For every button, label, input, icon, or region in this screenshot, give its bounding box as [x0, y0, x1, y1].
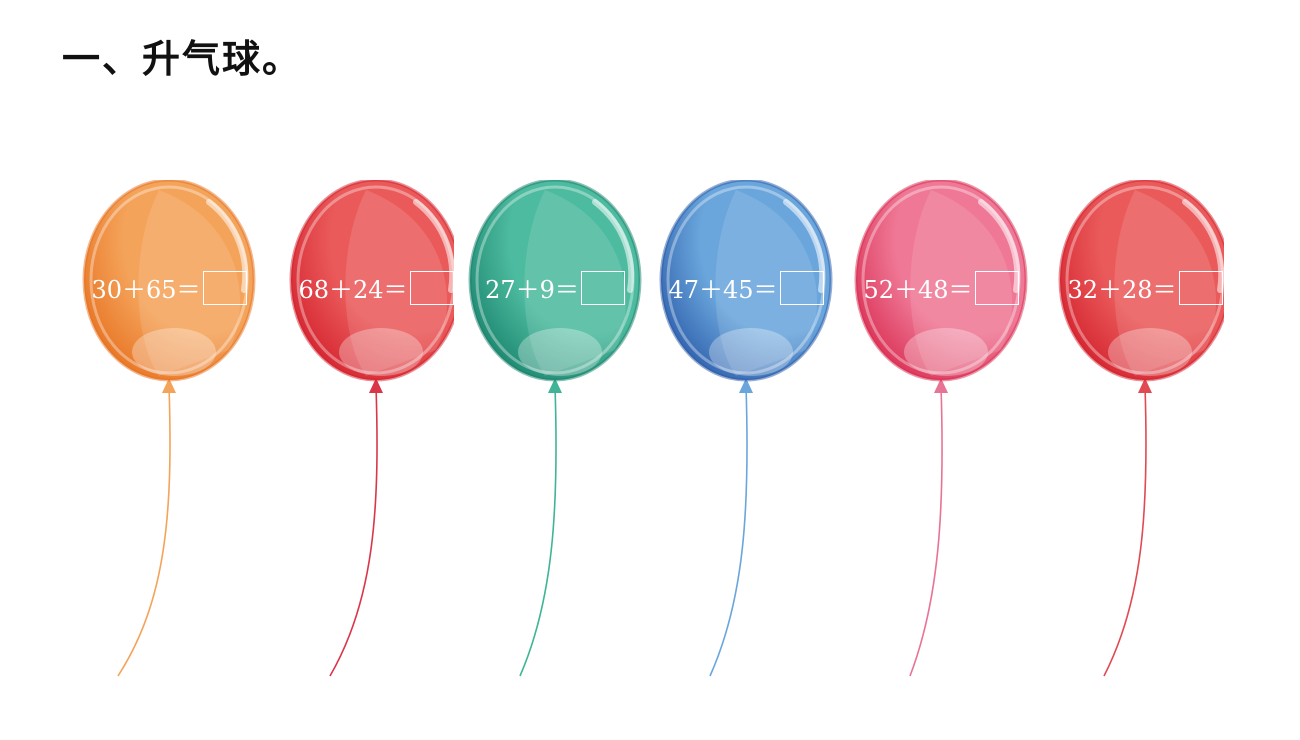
balloon-highlight: [709, 328, 793, 376]
answer-box[interactable]: [202, 270, 247, 305]
balloon-string: [519, 385, 557, 677]
balloon-6: 32＋28＝: [1034, 180, 1224, 680]
balloon-knot: [369, 378, 383, 393]
balloon-highlight: [132, 328, 216, 376]
balloon-graphic: [659, 180, 833, 677]
balloon-5: 52＋48＝: [842, 180, 1032, 680]
balloon-knot: [739, 378, 753, 393]
equation-text: 52＋48＝: [863, 276, 973, 304]
math-equation: 47＋45＝: [651, 270, 841, 305]
balloon-body: [659, 180, 833, 382]
math-equation: 30＋65＝: [74, 270, 264, 305]
balloon-graphic: [289, 180, 454, 677]
math-equation: 52＋48＝: [846, 270, 1036, 305]
balloon-graphic: [82, 180, 256, 677]
balloon-highlight: [339, 328, 423, 376]
equation-text: 27＋9＝: [485, 276, 579, 304]
balloon-string: [1103, 385, 1147, 677]
math-equation: 68＋24＝: [281, 270, 471, 305]
balloon-string: [709, 385, 748, 677]
balloon-3: 27＋9＝: [456, 180, 646, 680]
answer-box[interactable]: [409, 270, 454, 305]
balloon-knot: [1138, 378, 1152, 393]
answer-box[interactable]: [580, 270, 625, 305]
balloon-string: [117, 385, 171, 677]
balloon-graphic: [854, 180, 1028, 677]
balloon-knot: [548, 378, 562, 393]
balloon-highlight: [1108, 328, 1192, 376]
math-equation: 32＋28＝: [1050, 270, 1240, 305]
equation-text: 32＋28＝: [1067, 276, 1177, 304]
math-equation: 27＋9＝: [460, 270, 650, 305]
balloon-highlight: [904, 328, 988, 376]
balloon-body: [289, 180, 454, 382]
exercise-title: 一、升气球。: [62, 36, 303, 81]
answer-box[interactable]: [779, 270, 824, 305]
balloon-highlight: [518, 328, 602, 376]
balloon-knot: [162, 378, 176, 393]
equation-text: 30＋65＝: [91, 276, 201, 304]
balloon-1: 30＋65＝: [72, 180, 262, 680]
balloon-2: 68＋24＝: [264, 180, 454, 680]
answer-box[interactable]: [1178, 270, 1223, 305]
balloon-body: [468, 180, 642, 382]
balloon-body: [82, 180, 256, 382]
balloon-string: [329, 385, 378, 677]
balloon-graphic: [1058, 180, 1224, 677]
balloon-4: 47＋45＝: [650, 180, 840, 680]
equation-text: 68＋24＝: [298, 276, 408, 304]
equation-text: 47＋45＝: [668, 276, 778, 304]
balloon-knot: [934, 378, 948, 393]
balloon-body: [854, 180, 1028, 382]
balloon-graphic: [468, 180, 642, 677]
answer-box[interactable]: [974, 270, 1019, 305]
balloon-string: [909, 385, 943, 677]
balloon-body: [1058, 180, 1224, 382]
